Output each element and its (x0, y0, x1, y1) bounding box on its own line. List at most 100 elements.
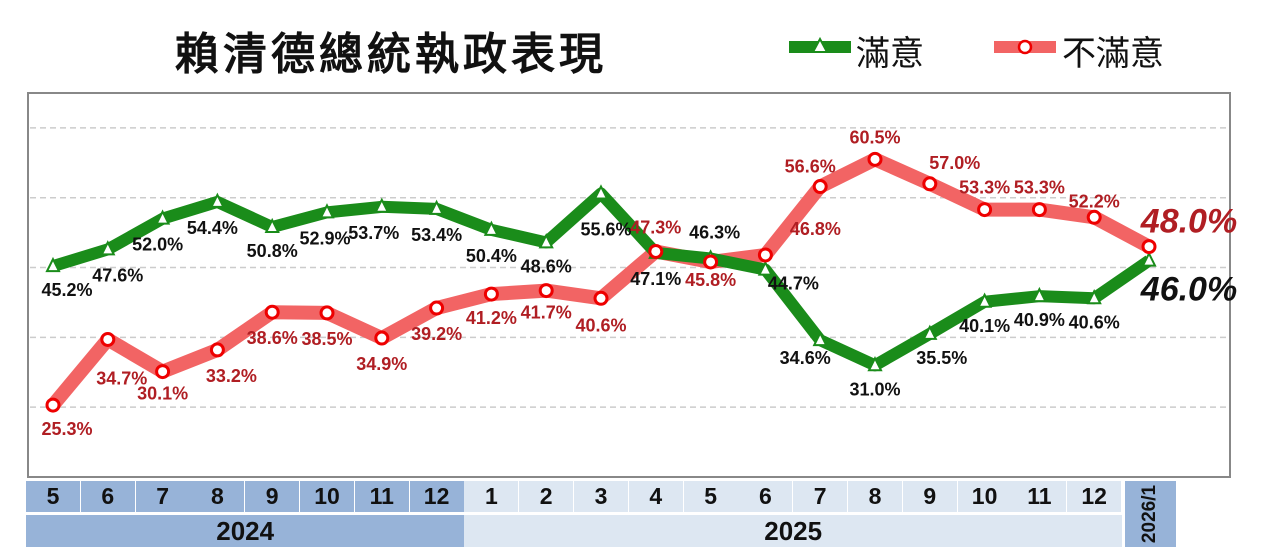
dissatisfied-data-label: 33.2% (206, 366, 257, 386)
x-tick-label: 3 (574, 481, 629, 514)
satisfied-data-label: 53.7% (348, 223, 399, 243)
dissatisfied-point (429, 300, 445, 316)
dissatisfied-point (100, 331, 116, 347)
dissatisfied-point (812, 179, 828, 195)
x-tick-label: 12 (1067, 481, 1123, 514)
satisfied-data-label: 40.1% (959, 316, 1010, 336)
dissatisfied-data-label: 53.3% (959, 178, 1010, 198)
legend-satisfied-marker (789, 36, 851, 53)
dissatisfied-data-label: 34.9% (356, 354, 407, 374)
dissatisfied-data-label: 34.7% (96, 368, 147, 388)
satisfied-point (538, 233, 554, 249)
dissatisfied-data-label: 47.3% (630, 217, 681, 237)
satisfied-point (922, 324, 938, 340)
satisfied-data-label: 40.9% (1014, 310, 1065, 330)
dissatisfied-data-label: 57.0% (929, 153, 980, 173)
plot-area (27, 92, 1231, 478)
satisfied-point (374, 197, 390, 213)
legend-dissatisfied-marker (994, 39, 1056, 55)
dissatisfied-data-label: 41.7% (521, 303, 572, 323)
dissatisfied-point (703, 254, 719, 270)
dissatisfied-data-label: 39.2% (411, 324, 462, 344)
dissatisfied-data-label: 56.6% (785, 157, 836, 177)
satisfied-data-label: 50.8% (247, 241, 298, 261)
x-tick-label: 1 (464, 481, 520, 514)
dissatisfied-point (977, 202, 993, 218)
satisfied-data-label: 45.2% (41, 280, 92, 300)
satisfied-point (1141, 251, 1157, 267)
dissatisfied-point (483, 286, 499, 302)
satisfied-point (264, 217, 280, 234)
satisfied-point (757, 260, 774, 276)
satisfied-point (100, 240, 116, 256)
chart-title: 賴清德總統執政表現 (175, 29, 607, 80)
x-tick-label: 9 (245, 481, 301, 514)
dissatisfied-point (867, 151, 883, 167)
dissatisfied-data-label: 41.2% (466, 308, 517, 328)
dissatisfied-data-label: 38.6% (247, 328, 298, 348)
dissatisfied-data-label: 40.6% (575, 315, 626, 335)
x-tick-label: 6 (80, 481, 136, 514)
x-tick-label: 8 (190, 481, 246, 514)
dissatisfied-point (45, 397, 61, 413)
dissatisfied-point (1086, 209, 1102, 225)
dissatisfied-data-label: 53.3% (1014, 178, 1065, 198)
x-tick-label: 11 (354, 481, 410, 514)
satisfied-data-label: 53.4% (411, 225, 462, 245)
year-label: 2025 (464, 515, 1122, 547)
satisfied-point (209, 192, 226, 208)
year-label: 2024 (26, 515, 465, 547)
dissatisfied-data-label: 38.5% (301, 329, 352, 349)
satisfied-point (483, 220, 500, 236)
x-tick-label: 9 (902, 481, 958, 514)
satisfied-data-label: 40.6% (1069, 312, 1120, 332)
dissatisfied-point (593, 290, 609, 306)
satisfied-point (593, 184, 609, 200)
x-tick-label: 8 (848, 481, 903, 514)
satisfied-data-label: 46.0% (1140, 271, 1237, 309)
dissatisfied-data-label: 60.5% (849, 127, 900, 147)
satisfied-data-label: 47.6% (92, 265, 143, 285)
dissatisfied-data-label: 25.3% (41, 419, 92, 439)
dissatisfied-point (648, 243, 664, 259)
dissatisfied-point (264, 304, 280, 320)
satisfied-data-label: 34.6% (780, 348, 831, 368)
x-tick-label: 5 (683, 481, 739, 514)
x-tick-label: 5 (26, 481, 81, 514)
dissatisfied-data-label: 48.0% (1140, 203, 1237, 241)
dissatisfied-point (374, 330, 390, 346)
dissatisfied-point (155, 364, 171, 380)
x-tick-label: 10 (300, 481, 355, 514)
satisfied-point (428, 199, 445, 215)
x-tick-label: 2 (519, 481, 575, 514)
dissatisfied-data-label: 52.2% (1069, 191, 1120, 211)
dissatisfied-point (538, 283, 554, 299)
x-tick-label: 12 (409, 481, 465, 514)
satisfied-data-label: 54.4% (187, 218, 238, 238)
dissatisfied-point (319, 305, 335, 321)
satisfied-point (976, 292, 993, 308)
satisfied-data-label: 52.0% (132, 235, 183, 255)
satisfied-data-label: 52.9% (299, 228, 350, 248)
satisfied-point (812, 330, 828, 347)
x-tick-label: 7 (135, 481, 191, 514)
dissatisfied-data-label: 30.1% (137, 384, 188, 404)
dissatisfied-point (922, 176, 938, 192)
satisfied-point (867, 356, 883, 372)
satisfied-point (319, 203, 335, 219)
dissatisfied-data-label: 46.8% (790, 219, 841, 239)
line-chart: 45.2%47.6% 52.0%54.4% 50.8%52.9%53.7% 53.4%… (27, 92, 1237, 478)
dissatisfied-point (757, 247, 773, 263)
dissatisfied-point (209, 342, 225, 358)
satisfied-data-label: 48.6% (521, 256, 572, 276)
x-tick-label: 6 (738, 481, 794, 514)
satisfied-data-label: 31.0% (849, 379, 900, 399)
satisfied-point (1086, 289, 1102, 305)
dissatisfied-data-label: 45.8% (685, 270, 736, 290)
x-tick-label: 4 (628, 481, 684, 514)
x-tick-label: 7 (793, 481, 849, 514)
dissatisfied-point (1141, 239, 1157, 255)
satisfied-data-label: 50.4% (466, 246, 517, 266)
x-tick-label: 2026/1 (1125, 481, 1177, 547)
x-tick-label: 11 (1012, 481, 1068, 514)
